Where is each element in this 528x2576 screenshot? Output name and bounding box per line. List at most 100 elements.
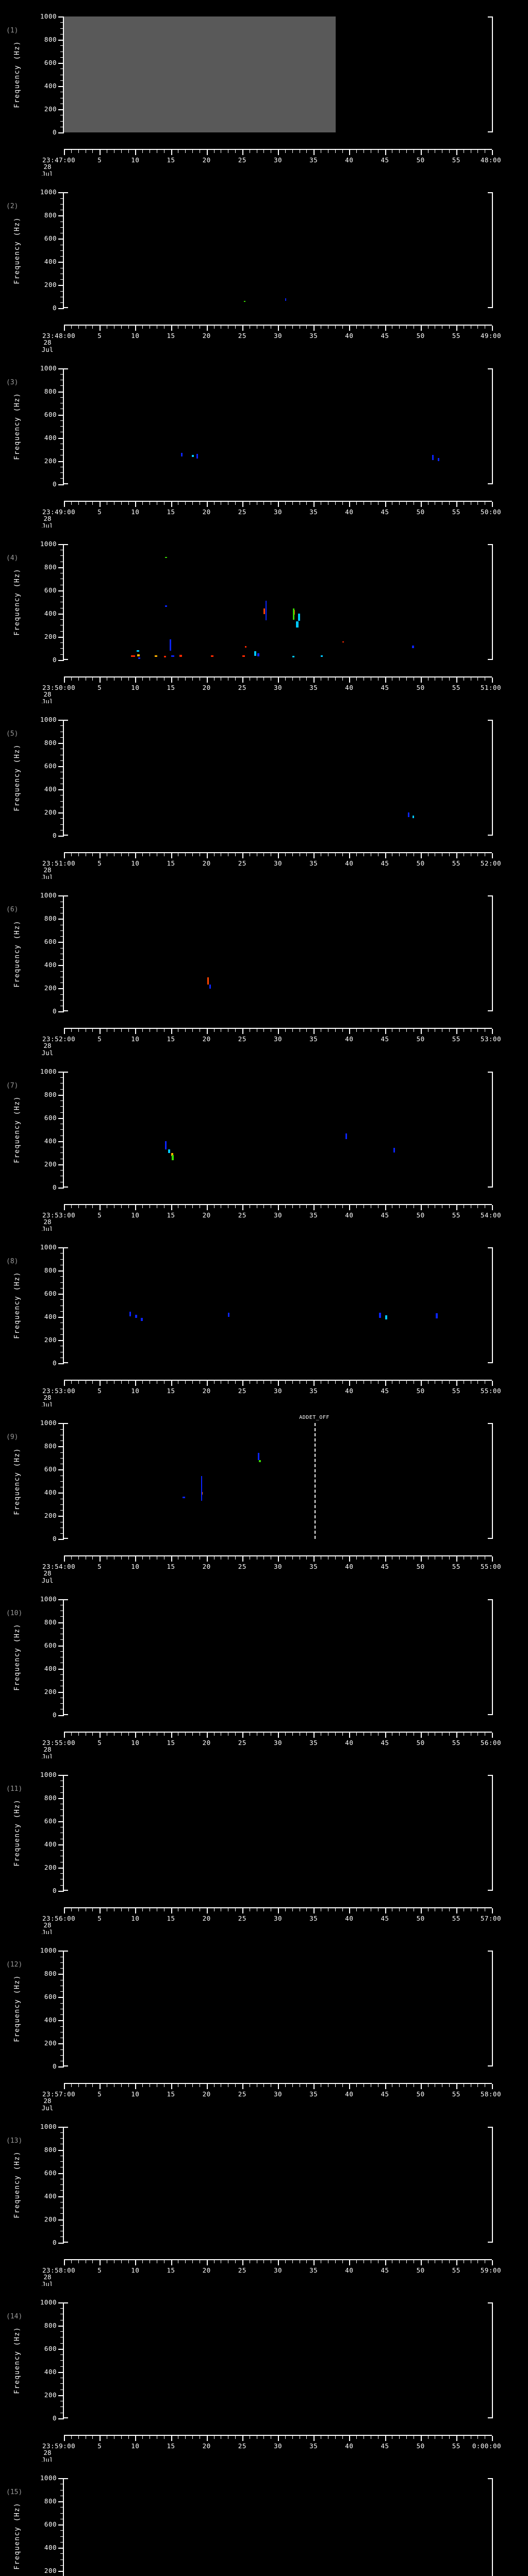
cap-bottom-left (63, 1889, 68, 1891)
x-tick-label: 50 (416, 156, 425, 164)
y-tick-minor (60, 1458, 64, 1459)
x-tick-minor (449, 2084, 450, 2088)
x-tick-minor (306, 1556, 307, 1560)
x-tick-major (64, 1556, 65, 1562)
y-tick-major (58, 1247, 64, 1249)
x-tick-minor (449, 1556, 450, 1560)
x-tick-minor (406, 677, 407, 681)
x-tick-label: 55 (452, 1738, 460, 1747)
cap-top-left (63, 895, 68, 897)
detection-mark (258, 1460, 261, 1462)
y-tick-label: 0 (52, 1183, 57, 1191)
y-tick-major (58, 1844, 64, 1845)
y-tick-major (58, 1493, 64, 1494)
x-tick-major (385, 501, 386, 507)
x-tick-label-start: 23:58:00 (42, 2266, 76, 2274)
y-tick-minor (60, 1674, 64, 1675)
x-tick-major (385, 2084, 386, 2090)
x-tick-major (206, 326, 208, 331)
y-tick-minor (60, 760, 64, 761)
detection-mark (263, 608, 266, 614)
y-tick-minor (60, 291, 64, 292)
y-tick-minor (60, 2161, 64, 2162)
x-tick-minor (292, 326, 293, 329)
x-tick-label: 30 (273, 2090, 283, 2098)
x-axis-date-line: 28 (43, 866, 52, 874)
x-tick-label: 10 (131, 507, 140, 516)
y-tick-minor (60, 2213, 64, 2214)
y-tick-major (58, 1164, 64, 1165)
panel-13: (13) Frequency (Hz) 0 200 400 600 800 1000 23:58… (0, 2110, 528, 2295)
x-tick-minor (306, 853, 307, 857)
y-tick-major (58, 2302, 64, 2303)
x-tick-label: 15 (167, 859, 175, 868)
detection-mark (435, 1313, 438, 1319)
x-tick-minor (406, 1556, 407, 1560)
x-tick-major (171, 1556, 172, 1562)
y-tick-minor (60, 2138, 64, 2139)
y-tick-minor (60, 1651, 64, 1652)
x-tick-label: 10 (131, 1211, 140, 1219)
x-tick-minor (399, 1556, 400, 1560)
x-tick-minor (449, 1029, 450, 1032)
y-tick-major (58, 215, 64, 217)
x-tick-label: 15 (167, 1211, 175, 1219)
detection-mark (407, 812, 409, 818)
y-tick-major (58, 2478, 64, 2480)
x-tick-minor (235, 853, 236, 857)
x-tick-minor (71, 1556, 72, 1560)
y-tick-major (58, 2524, 64, 2526)
x-tick-label: 45 (381, 332, 389, 340)
x-tick-minor (342, 326, 343, 329)
x-tick-label: 25 (238, 156, 246, 164)
y-tick-label: 800 (44, 1970, 57, 1978)
x-tick-minor (477, 326, 478, 329)
x-tick-major (135, 1556, 137, 1562)
y-tick-minor (60, 198, 64, 199)
y-tick-label: 1000 (40, 1243, 57, 1251)
x-tick-minor (285, 1732, 286, 1736)
x-tick-major (385, 1732, 386, 1738)
x-tick-minor (306, 677, 307, 681)
x-tick-minor (128, 501, 129, 505)
y-tick-minor (60, 374, 64, 375)
y-tick-major (58, 2571, 64, 2572)
x-tick-major (278, 501, 279, 507)
x-tick-minor (406, 501, 407, 505)
y-tick-label: 200 (44, 632, 57, 640)
detection-mark (254, 651, 257, 656)
x-tick-label: 10 (131, 859, 140, 868)
y-tick-label: 800 (44, 211, 57, 219)
axis-line-right (492, 2478, 493, 2576)
x-tick-minor (449, 150, 450, 153)
cap-top-left (63, 2126, 68, 2128)
x-tick-minor (235, 677, 236, 681)
y-tick-major (58, 1974, 64, 1975)
x-tick-major (278, 1556, 279, 1562)
y-tick-major (58, 239, 64, 240)
y-tick-label: 400 (44, 1664, 57, 1672)
y-tick-label: 200 (44, 1335, 57, 1344)
y-tick-label: 200 (44, 2391, 57, 2399)
x-tick-major (242, 2435, 243, 2441)
x-tick-major (492, 1556, 493, 1562)
x-tick-minor (292, 853, 293, 857)
cap-top-left (63, 192, 68, 194)
axis-line-right (492, 368, 493, 484)
y-tick-minor (60, 2190, 64, 2191)
x-tick-minor (92, 1381, 93, 1384)
y-tick-minor (60, 2331, 64, 2332)
x-tick-minor (342, 853, 343, 857)
x-tick-major (135, 1205, 137, 1210)
x-tick-minor (142, 326, 143, 329)
y-tick-minor (60, 2536, 64, 2537)
x-tick-label: 50 (416, 1035, 425, 1043)
x-tick-minor (335, 501, 336, 505)
x-tick-minor (477, 677, 478, 681)
x-tick-major (492, 326, 493, 331)
y-tick-label: 1000 (40, 1419, 57, 1427)
x-tick-label: 40 (345, 1738, 354, 1747)
y-tick-minor (60, 2383, 64, 2384)
y-tick-label: 400 (44, 1312, 57, 1320)
x-tick-label-start: 23:51:00 (42, 859, 76, 868)
